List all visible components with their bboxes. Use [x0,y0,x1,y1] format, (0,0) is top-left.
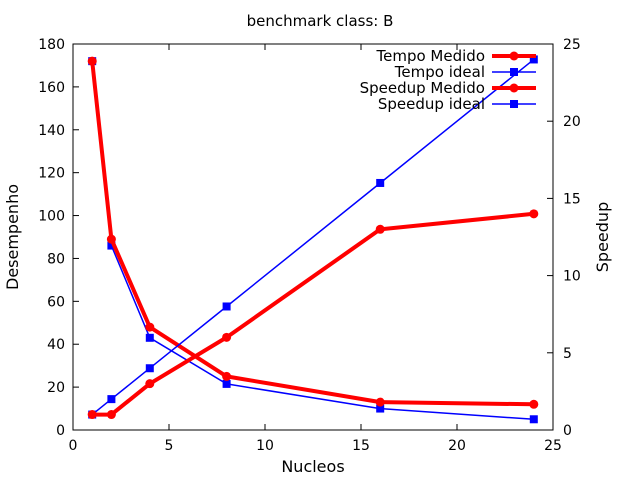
series-line [91,61,534,421]
legend-label: Speedup Medido [360,79,485,97]
data-point [145,364,154,373]
y2-axis-title: Speedup [593,202,612,272]
y2-tick-label: 10 [563,269,581,285]
data-point [107,241,116,250]
y-tick-label: 140 [38,123,65,139]
series-line [92,211,535,417]
x-tick-label: 20 [448,438,466,454]
y2-tick-label: 25 [563,37,581,53]
series-0 [87,56,539,409]
chart-title: benchmark class: B [247,12,394,30]
series-line [90,60,534,407]
x-tick-label: 15 [352,438,370,454]
y-tick-label: 0 [56,423,65,439]
legend-entry: Speedup ideal [378,95,536,113]
data-point [529,415,538,424]
y-tick-label: 80 [47,251,65,267]
y-tick-label: 40 [47,337,65,353]
data-point [222,302,231,311]
y-tick-label: 180 [38,37,65,53]
legend-marker [510,100,518,108]
y-tick-label: 100 [38,209,65,225]
data-point [376,404,385,413]
y-tick-label: 60 [47,294,65,310]
y2-tick-label: 20 [563,114,581,130]
data-point [222,371,232,381]
data-point [222,379,231,388]
x-tick-label: 5 [165,438,174,454]
data-point [529,55,538,64]
data-point [145,333,154,342]
legend-entry: Speedup Medido [360,79,536,97]
data-point [375,397,385,407]
x-tick-label: 10 [256,438,274,454]
x-tick-label: 25 [544,438,562,454]
data-point [376,178,385,187]
y-axis-title: Desempenho [3,184,22,290]
legend-entry: Tempo ideal [394,63,536,81]
x-axis-title: Nucleos [281,457,344,476]
legend-marker [509,83,519,93]
series-2 [87,209,539,420]
data-point [375,224,385,234]
data-point [145,322,155,332]
y2-tick-label: 15 [563,191,581,207]
data-point [106,234,116,244]
data-point [529,209,539,219]
data-point [145,379,155,389]
legend-label: Speedup ideal [378,95,485,113]
data-point [107,395,116,404]
data-point [87,56,97,66]
data-point [222,332,232,342]
plot-frame [72,43,554,431]
y-tick-label: 120 [38,166,65,182]
legend-entry: Tempo Medido [376,47,536,65]
data-point [529,399,539,409]
x-tick-label: 0 [69,438,78,454]
legend-label: Tempo Medido [376,47,485,65]
data-point [106,410,116,420]
legend-marker [510,68,518,76]
y2-tick-label: 0 [563,423,572,439]
legend-marker [509,51,519,61]
y-tick-label: 160 [38,80,65,96]
series-layer [87,55,539,424]
data-point [87,410,97,420]
legend-label: Tempo ideal [394,63,485,81]
y-tick-label: 20 [47,380,65,396]
axis-ticks: 0 5 10 15 20 25020406080100120140160180051015… [38,37,581,454]
y2-tick-label: 5 [563,346,572,362]
